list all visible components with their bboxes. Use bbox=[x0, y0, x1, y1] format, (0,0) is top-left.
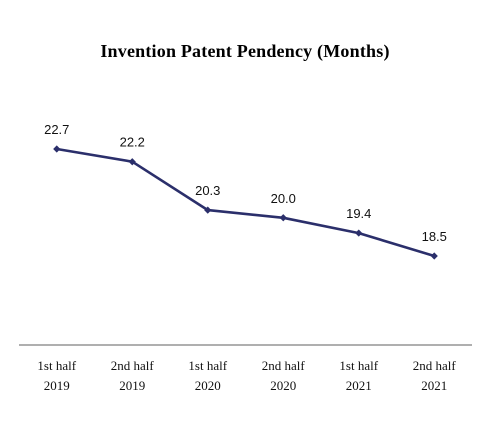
x-tick-label: 2021 bbox=[346, 378, 372, 393]
data-label: 18.5 bbox=[422, 229, 447, 244]
data-label: 20.3 bbox=[195, 183, 220, 198]
data-label: 20.0 bbox=[271, 191, 296, 206]
x-tick-label: 2nd half bbox=[262, 358, 306, 373]
data-point-marker bbox=[355, 229, 363, 237]
x-tick-label: 2021 bbox=[421, 378, 447, 393]
series-line bbox=[55, 147, 436, 258]
data-point-marker bbox=[204, 206, 212, 214]
chart-title: Invention Patent Pendency (Months) bbox=[100, 41, 390, 61]
data-point-marker bbox=[128, 158, 136, 166]
series-layer bbox=[53, 145, 438, 260]
x-tick-label: 2020 bbox=[195, 378, 221, 393]
data-label: 19.4 bbox=[346, 206, 371, 221]
x-axis: 1st half 2019 2nd half 2019 1st half 2020 2nd … bbox=[19, 344, 472, 393]
x-tick-label: 2019 bbox=[119, 378, 145, 393]
data-label: 22.2 bbox=[120, 135, 145, 150]
x-tick-label: 2nd half bbox=[111, 358, 155, 373]
x-tick-label: 2019 bbox=[44, 378, 70, 393]
data-point-marker bbox=[279, 214, 287, 222]
x-tick-label: 1st half bbox=[37, 358, 76, 373]
x-tick-label: 1st half bbox=[339, 358, 378, 373]
x-tick-label: 2nd half bbox=[413, 358, 457, 373]
data-point-marker bbox=[430, 252, 438, 260]
x-tick-label: 1st half bbox=[188, 358, 227, 373]
x-tick-label: 2020 bbox=[270, 378, 296, 393]
data-point-marker bbox=[53, 145, 61, 153]
data-label-layer: 22.7 22.2 20.3 20.0 19.4 18.5 bbox=[44, 122, 447, 244]
data-label: 22.7 bbox=[44, 122, 69, 137]
